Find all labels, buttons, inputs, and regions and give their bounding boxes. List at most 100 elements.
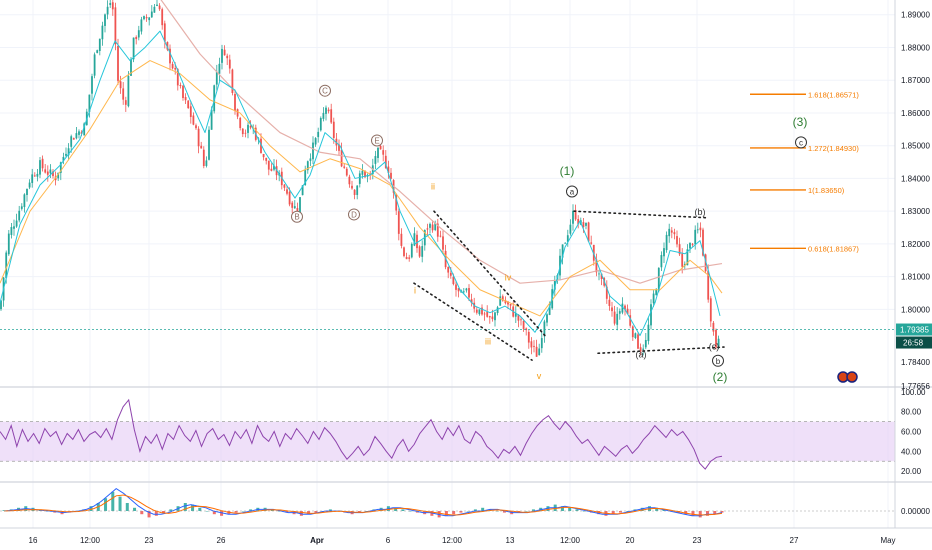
candle-body — [470, 299, 473, 303]
candle-body — [488, 316, 491, 318]
candle-body — [527, 331, 530, 343]
candle-body — [353, 189, 356, 195]
macd-histogram-bar — [691, 511, 695, 516]
macd-histogram-bar — [713, 511, 717, 515]
candle-body — [486, 311, 489, 317]
macd-histogram-bar — [452, 511, 456, 515]
wave-label: b — [716, 357, 721, 366]
candle-body — [678, 244, 681, 255]
macd-histogram-bar — [140, 511, 144, 515]
macd-histogram-bar — [249, 509, 253, 511]
wave-label: B — [294, 213, 299, 222]
candle-body — [655, 289, 658, 296]
wave-label: (1) — [560, 164, 575, 178]
rsi-pane[interactable] — [0, 398, 895, 470]
candle-body — [540, 338, 543, 349]
candle-body — [93, 54, 96, 76]
wave-label: a — [570, 188, 575, 197]
candle-body — [306, 161, 309, 171]
candle-body — [75, 133, 78, 139]
candle-body — [20, 206, 23, 209]
candle-body — [161, 9, 164, 26]
candle-body — [0, 300, 2, 310]
candle-body — [361, 170, 364, 175]
macd-histogram-bar — [705, 511, 709, 516]
price-tick-label: 1.83000 — [901, 207, 930, 216]
macd-histogram-bar — [401, 509, 405, 511]
current-price-label: 1.79385 — [900, 326, 929, 335]
macd-histogram-bar — [640, 507, 644, 511]
candle-body — [509, 304, 512, 306]
candle-body — [124, 100, 127, 105]
candle-body — [431, 224, 434, 231]
candle-body — [574, 209, 577, 220]
candle-body — [31, 174, 34, 183]
candle-body — [535, 346, 538, 357]
price-tick-label: 1.77656 — [901, 382, 930, 391]
candle-body — [239, 117, 242, 129]
macd-histogram-bar — [611, 511, 615, 515]
candle-body — [605, 286, 608, 299]
wave-label: (a) — [636, 349, 647, 359]
fib-level-label: 1.272(1.84930) — [808, 144, 859, 153]
x-tick-label: May — [880, 536, 895, 545]
macd-histogram-bar — [408, 511, 412, 512]
candle-body — [174, 67, 177, 70]
candle-body — [468, 288, 470, 298]
rsi-tick-label: 20.00 — [901, 467, 922, 476]
candle-body — [101, 25, 104, 40]
candle-body — [356, 185, 359, 195]
candle-body — [618, 311, 621, 314]
candle-body — [657, 267, 660, 291]
candle-body — [413, 233, 416, 246]
candle-body — [525, 328, 528, 331]
candle-body — [26, 188, 28, 195]
wave-label-circle — [795, 136, 807, 149]
candle-body — [288, 191, 291, 205]
candle-body — [390, 172, 392, 179]
candle-body — [57, 172, 60, 179]
ema-slow-line — [0, 60, 723, 317]
candle-body — [377, 147, 379, 158]
candle-body — [265, 157, 268, 161]
candle-body — [192, 115, 195, 125]
macd-histogram-bar — [560, 506, 564, 511]
candle-body — [647, 324, 650, 342]
candle-body — [7, 233, 10, 255]
candle-body — [590, 242, 593, 244]
candle-body — [538, 348, 541, 356]
candle-body — [611, 307, 613, 312]
candle-body — [504, 300, 507, 304]
candle-body — [403, 247, 405, 257]
candle-body — [59, 162, 62, 173]
macd-pane[interactable] — [0, 487, 895, 518]
x-tick-label: 27 — [790, 536, 799, 545]
countdown-tag — [896, 336, 932, 349]
macd-histogram-bar — [698, 511, 702, 518]
candle-body — [148, 17, 151, 21]
trend-line — [413, 282, 533, 361]
macd-histogram-bar — [241, 511, 245, 512]
candle-body — [426, 228, 429, 230]
candle-body — [171, 63, 174, 69]
wave-label: (3) — [793, 115, 808, 129]
macd-histogram-bar — [575, 509, 579, 511]
candle-body — [449, 272, 452, 276]
candle-body — [704, 254, 707, 272]
candle-body — [660, 255, 663, 268]
candle-body — [681, 253, 684, 267]
candle-body — [114, 7, 117, 45]
candle-body — [668, 228, 671, 237]
candle-body — [587, 222, 590, 242]
candle-body — [483, 313, 486, 315]
fib-level-label: 1(1.83650) — [808, 186, 845, 195]
candle-body — [91, 76, 93, 94]
price-pane[interactable] — [0, 0, 895, 357]
candle-body — [626, 308, 629, 314]
rsi-tick-label: 60.00 — [901, 428, 922, 437]
candle-body — [5, 252, 8, 278]
wave-label-circle — [712, 354, 724, 367]
event-flag-icon[interactable] — [846, 371, 858, 383]
macd-histogram-bar — [444, 511, 448, 516]
